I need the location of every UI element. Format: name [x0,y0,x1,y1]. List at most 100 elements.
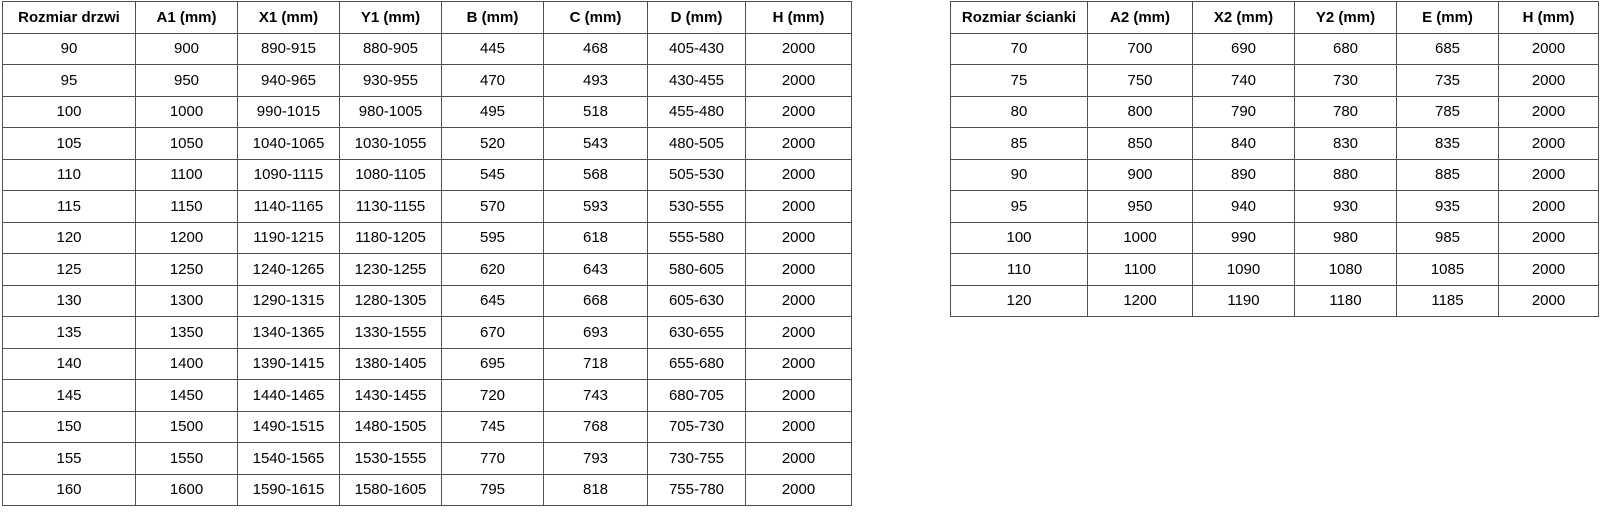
table-cell: 555-580 [647,221,746,254]
table-cell: 455-480 [647,95,746,128]
table-cell: 1185 [1396,284,1499,317]
table-cell: 530-555 [647,190,746,223]
table-row: 155 1550 1540-1565 1530-1555 770 793 730-755 20… [2,442,852,475]
table-cell: 110 [950,253,1088,286]
table-cell: 1100 [135,158,238,191]
table-cell: 850 [1087,127,1193,160]
table-cell: 1240-1265 [237,253,340,286]
table-cell: 790 [1192,95,1295,128]
table-cell: 935 [1396,190,1499,223]
table-cell: 1280-1305 [339,284,442,317]
table-cell: 1085 [1396,253,1499,286]
table-row: 120 1200 1190-1215 1180-1205 595 618 555-580 20… [2,221,852,254]
table-cell: 890-915 [237,32,340,65]
table-cell: 1090-1115 [237,158,340,191]
table-cell: 718 [543,347,648,380]
wall-size-table: Rozmiar ścianki A2 (mm) X2 (mm) Y2 (mm) E (m… [950,1,1599,317]
table-cell: 1550 [135,442,238,475]
table-row: 90 900 890 880 885 2000 [950,158,1599,191]
table-cell: 980-1005 [339,95,442,128]
table-cell: 2000 [1498,221,1599,254]
table-cell: 840 [1192,127,1295,160]
table-cell: 1190-1215 [237,221,340,254]
table-row: 95 950 940 930 935 2000 [950,190,1599,223]
table-cell: 795 [441,473,544,506]
table-cell: 950 [1087,190,1193,223]
table-row: 75 750 740 730 735 2000 [950,64,1599,97]
table-cell: 2000 [745,442,852,475]
table-cell: 980 [1294,221,1397,254]
table-cell: 1540-1565 [237,442,340,475]
table-row: 100 1000 990-1015 980-1005 495 518 455-480 2000 [2,95,852,128]
table-cell: 705-730 [647,410,746,443]
table-cell: 835 [1396,127,1499,160]
table-cell: 470 [441,64,544,97]
table-cell: 518 [543,95,648,128]
table-cell: 1140-1165 [237,190,340,223]
table-cell: 1340-1365 [237,316,340,349]
table-cell: 495 [441,95,544,128]
table-cell: 2000 [745,190,852,223]
table-cell: 155 [2,442,136,475]
table-cell: 1050 [135,127,238,160]
table-cell: 468 [543,32,648,65]
column-header: A2 (mm) [1087,1,1193,34]
table-cell: 1600 [135,473,238,506]
table-cell: 620 [441,253,544,286]
table-cell: 1000 [1087,221,1193,254]
table-cell: 130 [2,284,136,317]
table-row: 125 1250 1240-1265 1230-1255 620 643 580-605 20… [2,253,852,286]
table-cell: 1040-1065 [237,127,340,160]
table-cell: 800 [1087,95,1193,128]
table-cell: 100 [2,95,136,128]
table-cell: 135 [2,316,136,349]
column-header: Rozmiar drzwi [2,1,136,34]
table-cell: 685 [1396,32,1499,65]
table-cell: 150 [2,410,136,443]
table-cell: 743 [543,379,648,412]
table-cell: 1180 [1294,284,1397,317]
column-header: E (mm) [1396,1,1499,34]
table-cell: 1200 [1087,284,1193,317]
table-cell: 1230-1255 [339,253,442,286]
table-cell: 110 [2,158,136,191]
table-cell: 693 [543,316,648,349]
table-cell: 730-755 [647,442,746,475]
table-cell: 670 [441,316,544,349]
column-header: C (mm) [543,1,648,34]
table-cell: 595 [441,221,544,254]
table-cell: 1530-1555 [339,442,442,475]
table-cell: 745 [441,410,544,443]
table-cell: 900 [1087,158,1193,191]
table-cell: 445 [441,32,544,65]
table-cell: 630-655 [647,316,746,349]
table-cell: 545 [441,158,544,191]
table-cell: 140 [2,347,136,380]
table-cell: 1490-1515 [237,410,340,443]
table-row: 145 1450 1440-1465 1430-1455 720 743 680-705 20… [2,379,852,412]
table-cell: 105 [2,127,136,160]
table-cell: 735 [1396,64,1499,97]
table-cell: 2000 [1498,32,1599,65]
table-cell: 75 [950,64,1088,97]
table-cell: 1450 [135,379,238,412]
table-cell: 70 [950,32,1088,65]
table-cell: 818 [543,473,648,506]
table-cell: 95 [2,64,136,97]
table-row: 115 1150 1140-1165 1130-1155 570 593 530-555 20… [2,190,852,223]
table-cell: 2000 [1498,190,1599,223]
table-row: 160 1600 1590-1615 1580-1605 795 818 755-780 20… [2,473,852,506]
table-cell: 2000 [745,32,852,65]
table-cell: 990-1015 [237,95,340,128]
door-size-table: Rozmiar drzwi A1 (mm) X1 (mm) Y1 (mm) B (mm)… [2,1,852,506]
table-cell: 100 [950,221,1088,254]
table-cell: 940-965 [237,64,340,97]
table-cell: 618 [543,221,648,254]
table-cell: 505-530 [647,158,746,191]
table-cell: 605-630 [647,284,746,317]
table-cell: 2000 [745,316,852,349]
table-row: 120 1200 1190 1180 1185 2000 [950,284,1599,317]
table-cell: 1200 [135,221,238,254]
table-cell: 1190 [1192,284,1295,317]
table-cell: 690 [1192,32,1295,65]
